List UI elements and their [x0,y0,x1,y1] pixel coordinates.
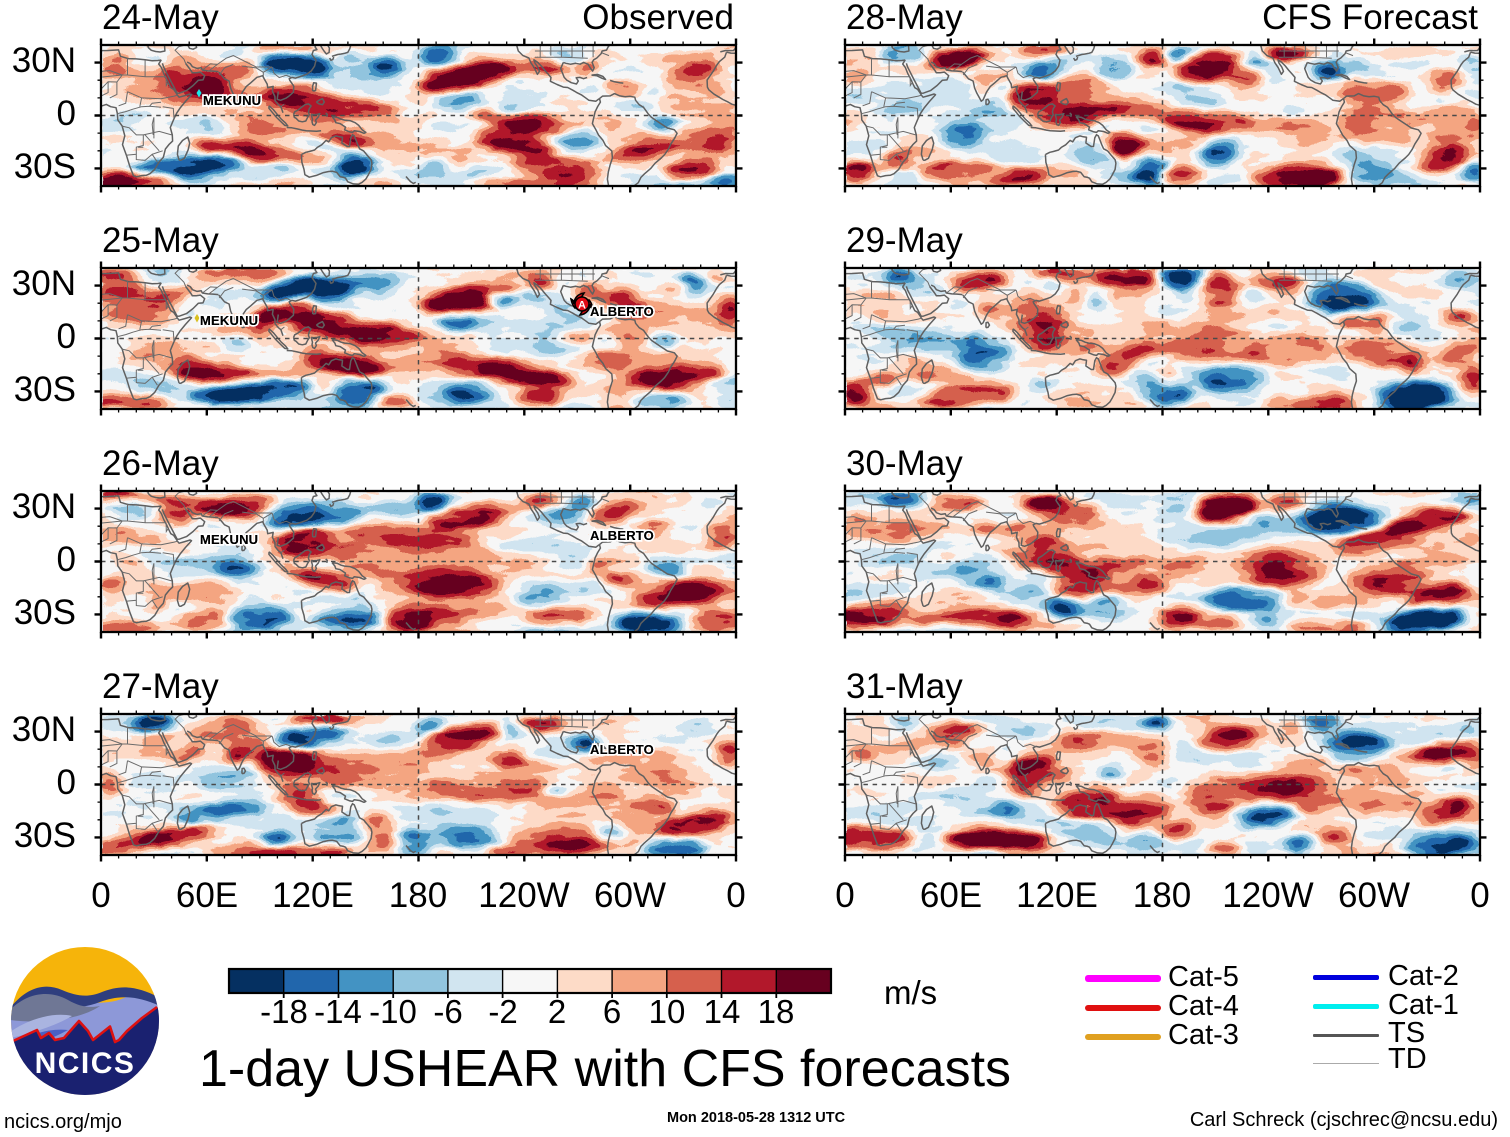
svg-text:ALBERTO: ALBERTO [590,528,654,543]
svg-text:MEKUNU: MEKUNU [203,93,261,108]
svg-text:MEKUNU: MEKUNU [200,313,258,328]
svg-text:MEKUNU: MEKUNU [203,93,261,108]
svg-text:MEKUNU: MEKUNU [200,532,258,547]
svg-text:ALBERTO: ALBERTO [590,304,654,319]
svg-text:MEKUNU: MEKUNU [200,313,258,328]
svg-text:MEKUNU: MEKUNU [200,532,258,547]
svg-text:A: A [578,300,586,312]
svg-text:ALBERTO: ALBERTO [590,304,654,319]
svg-text:ALBERTO: ALBERTO [590,742,654,757]
svg-text:NCICS: NCICS [35,1047,136,1080]
svg-text:ALBERTO: ALBERTO [590,742,654,757]
svg-text:ALBERTO: ALBERTO [590,528,654,543]
